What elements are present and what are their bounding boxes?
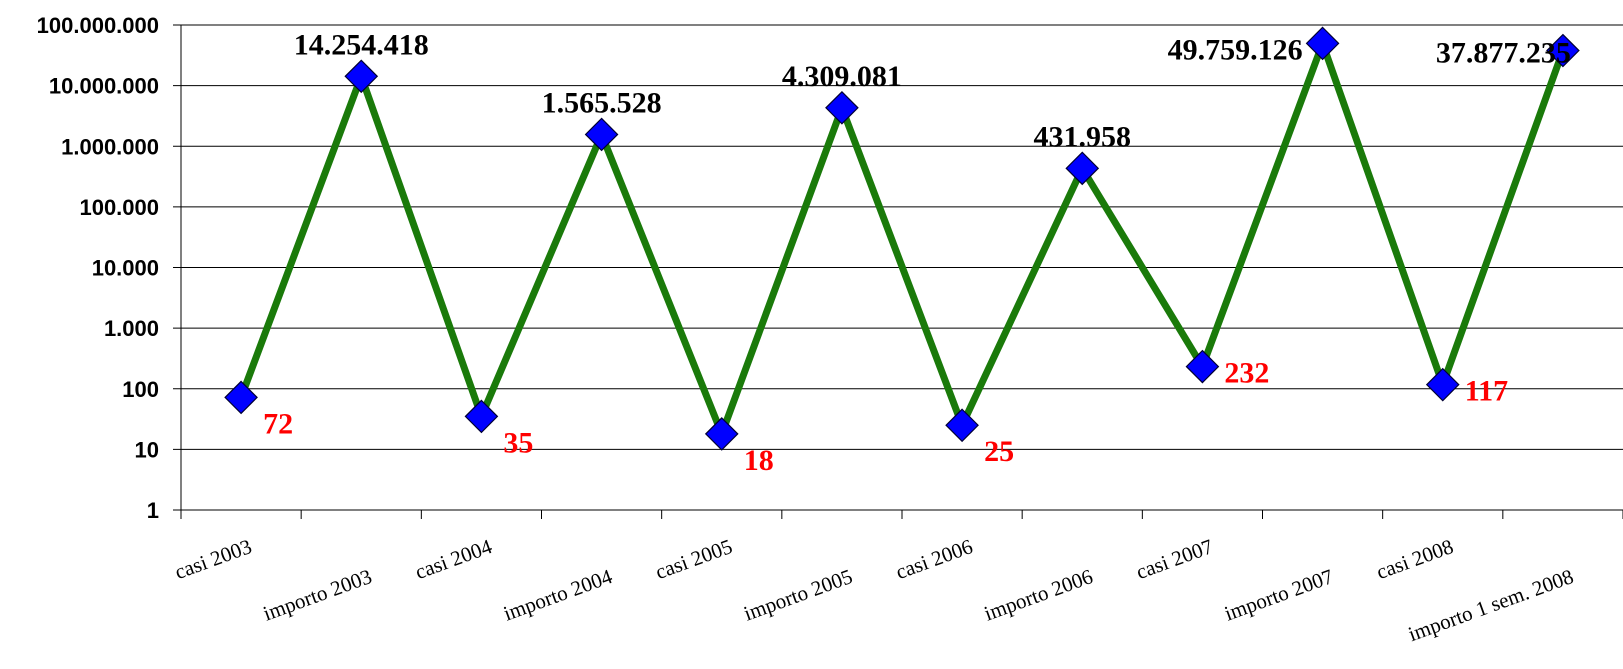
data-label: 232 — [1224, 357, 1269, 390]
data-label: 1.565.528 — [542, 86, 662, 119]
y-tick-label: 100.000 — [79, 195, 159, 220]
grid-lines — [181, 24, 1623, 450]
y-tick-label: 1.000 — [104, 316, 159, 341]
x-tick-label: importo 1 sem. 2008 — [1405, 564, 1577, 646]
data-point-marker — [584, 117, 619, 152]
data-labels: 72 14.254.418 35 1.565.528 18 4.309.081 25 431.… — [263, 28, 1571, 477]
x-tick-label: casi 2006 — [892, 534, 975, 584]
data-point-marker — [1546, 33, 1580, 68]
y-tick-label: 1 — [147, 498, 159, 523]
data-label: 37.877.235 — [1436, 37, 1571, 70]
x-tick-label: importo 2006 — [981, 564, 1096, 625]
data-point-marker — [464, 399, 499, 434]
data-label: 431.958 — [1034, 120, 1132, 153]
data-label: 35 — [503, 426, 533, 459]
y-tick-label: 10 — [135, 437, 159, 462]
y-tick-label: 1.000.000 — [61, 134, 159, 159]
data-label: 4.309.081 — [782, 60, 902, 93]
series-line-path — [237, 33, 1567, 444]
data-point-marker — [224, 380, 258, 415]
data-label: 14.254.418 — [294, 28, 429, 61]
x-tick-label: casi 2007 — [1133, 534, 1216, 584]
data-point-marker — [1065, 151, 1100, 186]
y-tick-label: 100 — [122, 377, 159, 402]
series-markers — [224, 26, 1580, 451]
axes — [173, 24, 1623, 519]
x-tick-label: importo 2003 — [260, 564, 375, 625]
data-point-marker — [344, 59, 379, 94]
y-tick-label: 10.000.000 — [49, 74, 159, 99]
y-axis-tick-labels: 1 10 100 1.000 10.000 100.000 1.000.000 10.000.… — [37, 13, 159, 523]
x-tick-label: casi 2005 — [652, 534, 735, 584]
data-label: 49.759.126 — [1168, 33, 1303, 66]
data-point-marker — [1305, 26, 1340, 61]
x-tick-label: importo 2004 — [500, 564, 616, 626]
data-point-marker — [1185, 349, 1220, 384]
data-point-marker — [825, 90, 859, 125]
x-tick-label: casi 2003 — [171, 534, 254, 584]
x-tick-label: importo 2005 — [741, 564, 856, 625]
data-label: 117 — [1465, 375, 1508, 408]
data-point-marker — [945, 408, 979, 443]
data-point-marker — [1425, 367, 1460, 402]
y-tick-label: 100.000.000 — [37, 13, 159, 38]
data-point-marker — [704, 417, 739, 451]
x-tick-label: casi 2008 — [1373, 534, 1456, 584]
data-label: 72 — [263, 407, 293, 440]
y-tick-label: 10.000 — [92, 256, 159, 281]
data-label: 18 — [744, 444, 774, 477]
x-tick-label: importo 2007 — [1221, 564, 1336, 625]
series-line — [237, 33, 1567, 444]
x-tick-label: casi 2004 — [412, 534, 496, 584]
data-label: 25 — [984, 435, 1014, 468]
